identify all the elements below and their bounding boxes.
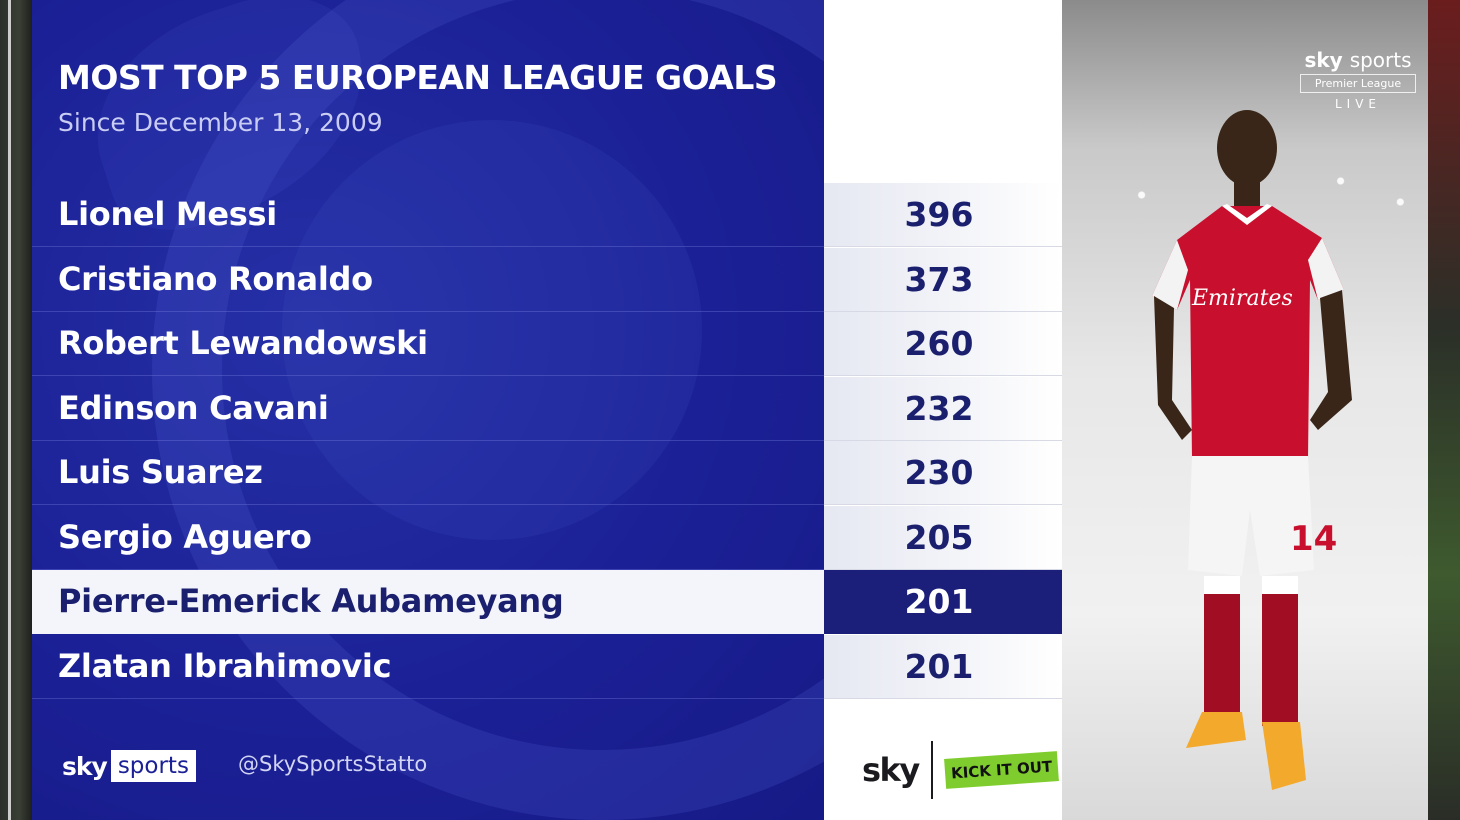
stadium-edge: [1428, 0, 1460, 820]
player-head: [1217, 110, 1277, 186]
goals-cell: 260: [824, 312, 1062, 376]
sky-sports-premier-league-live-logo: sky sports Premier League LIVE: [1300, 48, 1416, 111]
goals-cell: 230: [824, 441, 1062, 505]
sky-logo-text: sky: [62, 751, 108, 781]
sky-sponsor-logo: sky: [862, 751, 920, 789]
watermark-disc: [282, 120, 702, 540]
player-shirt: [1152, 206, 1344, 460]
sponsor-divider: [930, 741, 933, 799]
player-shirt-sponsor: Emirates: [1191, 286, 1293, 311]
goals-cell: 201: [824, 634, 1062, 699]
broadcast-sports: sports: [1349, 48, 1412, 72]
player-figure: Emirates 14: [1152, 110, 1352, 790]
left-border-strip: [0, 0, 32, 820]
goals-cell: 373: [824, 247, 1062, 312]
sponsor-logos: sky KICK IT OUT: [862, 740, 1059, 800]
sports-logo-text: sports: [110, 750, 196, 782]
goals-value: 201: [904, 582, 974, 621]
left-border-line: [8, 0, 11, 820]
table-row-highlighted: Pierre-Emerick Aubameyang 201: [32, 570, 1062, 635]
name-cell: Cristiano Ronaldo: [32, 248, 824, 312]
goals-value: 232: [904, 388, 974, 428]
goals-value: 230: [904, 453, 974, 492]
goals-value: 201: [904, 646, 974, 686]
twitter-handle: @SkySportsStatto: [238, 752, 428, 776]
broadcast-league: Premier League: [1300, 74, 1416, 93]
player-neck: [1234, 178, 1260, 206]
player-name: Zlatan Ibrahimovic: [58, 646, 392, 685]
goals-value: 205: [904, 517, 974, 557]
goals-cell: 201: [824, 570, 1062, 634]
table-row: Zlatan Ibrahimovic 201: [32, 634, 1062, 700]
player-name: Lionel Messi: [58, 195, 277, 233]
blue-panel: [32, 0, 824, 820]
name-cell: Luis Suarez: [32, 441, 824, 505]
sky-sports-logo: sky sports: [62, 750, 196, 782]
player-shorts-number: 14: [1290, 519, 1337, 559]
player-name: Edinson Cavani: [58, 388, 329, 427]
broadcast-logo-top: sky sports: [1300, 48, 1416, 72]
goals-value: 260: [904, 324, 974, 363]
player-arm-right: [1310, 290, 1352, 430]
player-leg-right: [1262, 576, 1298, 726]
broadcast-live: LIVE: [1334, 97, 1381, 111]
player-boot-right: [1262, 722, 1306, 790]
table-row: Cristiano Ronaldo 373: [32, 247, 1062, 313]
player-name: Robert Lewandowski: [58, 324, 428, 362]
player-boot-left: [1186, 712, 1246, 748]
goals-cell: 205: [824, 505, 1062, 570]
name-cell: Lionel Messi: [32, 183, 824, 247]
broadcast-sky: sky: [1304, 48, 1343, 72]
table-row: Luis Suarez 230: [32, 441, 1062, 506]
goals-value: 396: [904, 195, 974, 234]
goals-value: 373: [904, 259, 974, 299]
player-name: Sergio Aguero: [58, 517, 312, 556]
player-arm-left: [1154, 296, 1192, 440]
name-cell: Robert Lewandowski: [32, 312, 824, 376]
player-name: Pierre-Emerick Aubameyang: [58, 582, 564, 620]
player-sock-band-right: [1262, 576, 1298, 594]
page-subtitle: Since December 13, 2009: [58, 108, 383, 137]
player-photo-panel: sky sports Premier League LIVE Emirates …: [1062, 0, 1460, 820]
player-shorts: [1188, 456, 1314, 576]
goals-cell: 232: [824, 376, 1062, 441]
goals-cell: 396: [824, 183, 1062, 247]
name-cell: Pierre-Emerick Aubameyang: [32, 570, 824, 634]
page-title: MOST TOP 5 EUROPEAN LEAGUE GOALS: [58, 58, 778, 97]
table-row: Robert Lewandowski 260: [32, 312, 1062, 377]
player-sleeve-left: [1152, 240, 1188, 310]
player-collar: [1222, 204, 1272, 225]
kick-it-out-logo: KICK IT OUT: [943, 751, 1059, 789]
player-leg-left: [1204, 576, 1240, 716]
leaderboard-table: Lionel Messi 396 Cristiano Ronaldo 373 R…: [32, 183, 1062, 699]
table-row: Lionel Messi 396: [32, 183, 1062, 248]
player-name: Cristiano Ronaldo: [58, 259, 373, 298]
player-sleeve-right: [1308, 238, 1344, 300]
player-name: Luis Suarez: [58, 453, 263, 491]
table-row: Edinson Cavani 232: [32, 376, 1062, 442]
player-sock-band-left: [1204, 576, 1240, 594]
table-row: Sergio Aguero 205: [32, 505, 1062, 571]
name-cell: Sergio Aguero: [32, 506, 824, 570]
name-cell: Zlatan Ibrahimovic: [32, 635, 824, 699]
name-cell: Edinson Cavani: [32, 377, 824, 441]
